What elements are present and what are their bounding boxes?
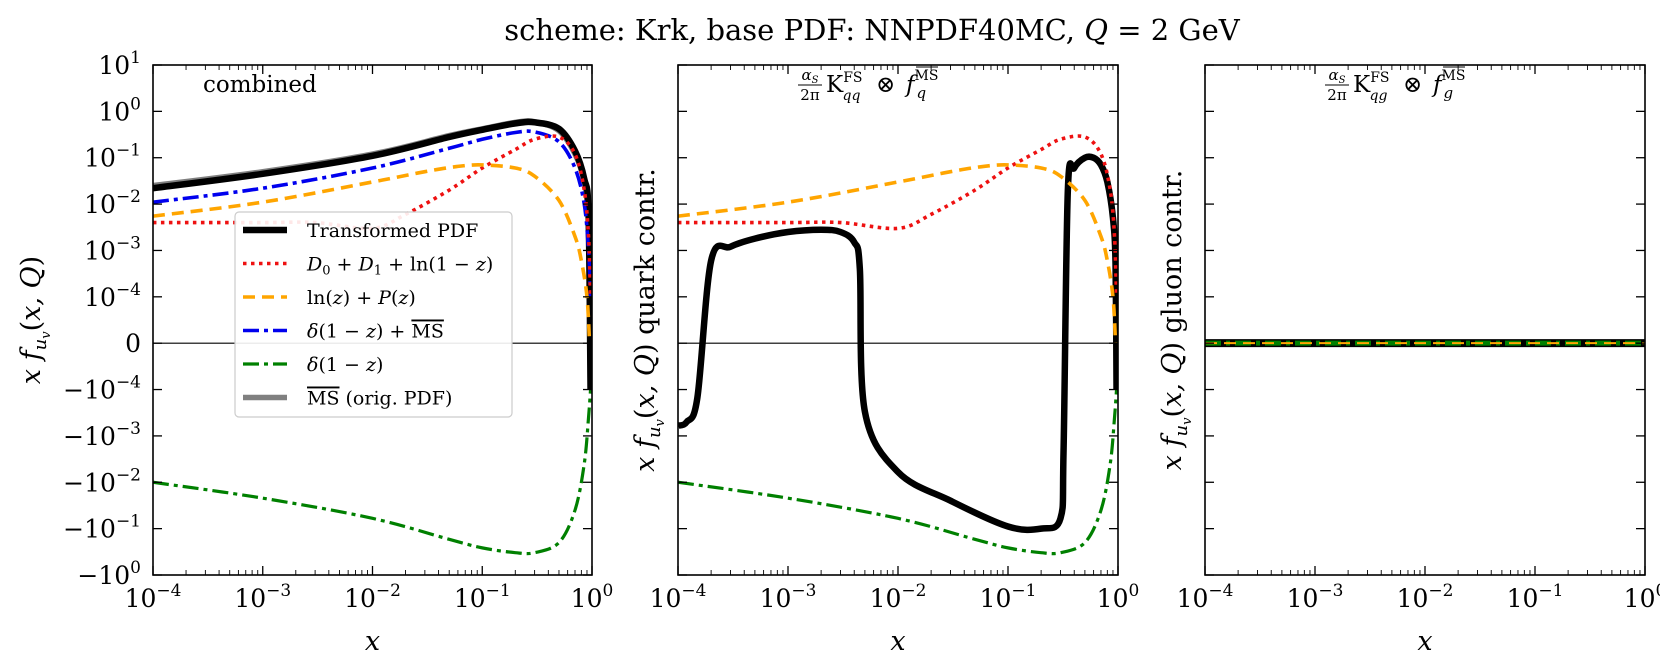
y-axis-label: x fuv(x, Q) [16,256,54,384]
x-tick-label: 10−4 [125,581,182,613]
y-axis-label: x fuv(x, Q) gluon contr. [1157,170,1195,471]
x-tick-label: 10−1 [454,581,511,613]
x-tick-label: 10−1 [980,581,1037,613]
series-lnz [678,163,1118,344]
legend-label-delta: δ(1 − z) [307,354,383,376]
x-axis-label: x [890,626,905,657]
figure-title: scheme: Krk, base PDF: NNPDF40MC, Q = 2 … [504,13,1240,47]
x-tick-label: 10−2 [344,581,401,613]
y-tick-label: 0 [125,329,141,358]
svg-text:⊗: ⊗ [1403,72,1422,98]
legend-label-d0d1: D0 + D1 + ln(1 − z) [306,254,493,279]
x-tick-label: 10−1 [1507,581,1564,613]
series-d0d1 [678,134,1118,297]
x-tick-label: 100 [1624,581,1660,613]
y-tick-label: 10−3 [84,233,141,265]
series-delta [678,389,1118,556]
y-tick-label: 101 [98,48,141,80]
legend-box [234,211,513,418]
series-group [678,134,1118,556]
legend: Transformed PDF D0 + D1 + ln(1 − z) ln(z) … [234,211,513,418]
x-tick-label: 10−2 [1397,581,1454,613]
series-transformed [153,118,592,390]
legend-label-msbar: MS (orig. PDF) [307,388,452,410]
y-tick-label: 100 [98,94,141,126]
svg-text:2π: 2π [1327,86,1347,104]
y-tick-label: −10−1 [63,512,141,544]
legend-label-delta_msbar: δ(1 − z) + MS [307,321,444,343]
legend-label-lnz: ln(z) + P(z) [307,287,416,309]
y-tick-label: 10−2 [84,187,141,219]
svg-text:αS: αS [802,66,819,86]
x-axis-label: x [365,626,380,657]
axes-frame [677,64,1119,576]
panel-annotation: combined [203,72,317,98]
x-tick-label: 10−3 [1287,581,1344,613]
panel-gluon: 10−4 10−3 10−2 10−1 100 x x fuv(x, Q) gluon co… [1157,64,1660,657]
series-delta [153,389,592,556]
x-tick-label: 10−4 [650,581,707,613]
svg-text:2π: 2π [800,86,820,104]
svg-text:⊗: ⊗ [876,72,895,98]
x-tick-label: 10−2 [870,581,927,613]
x-tick-label: 10−4 [1177,581,1234,613]
axes-frame [1204,64,1646,576]
panel-combined: 10−4 10−3 10−2 10−1 100 101 100 10−1 10−2 10−3 10−… [16,48,613,657]
x-tick-label: 100 [571,581,614,613]
y-tick-label: −10−3 [63,419,141,451]
series-transformed [678,153,1118,534]
y-axis-label: x fuv(x, Q) quark contr. [630,168,668,472]
y-tick-label: −10−4 [63,373,141,405]
y-tick-label: 10−1 [84,141,141,173]
panel-quark: 10−4 10−3 10−2 10−1 100 x x fuv(x, Q) quark co… [630,64,1140,657]
svg-text:αS: αS [1329,66,1346,86]
x-axis-label: x [1417,626,1432,657]
x-tick-label: 10−3 [760,581,817,613]
x-tick-label: 10−3 [234,581,291,613]
legend-label-transformed: Transformed PDF [307,220,478,242]
y-tick-label: 10−4 [84,280,141,312]
y-tick-label: −10−2 [63,465,141,497]
x-tick-label: 100 [1097,581,1140,613]
